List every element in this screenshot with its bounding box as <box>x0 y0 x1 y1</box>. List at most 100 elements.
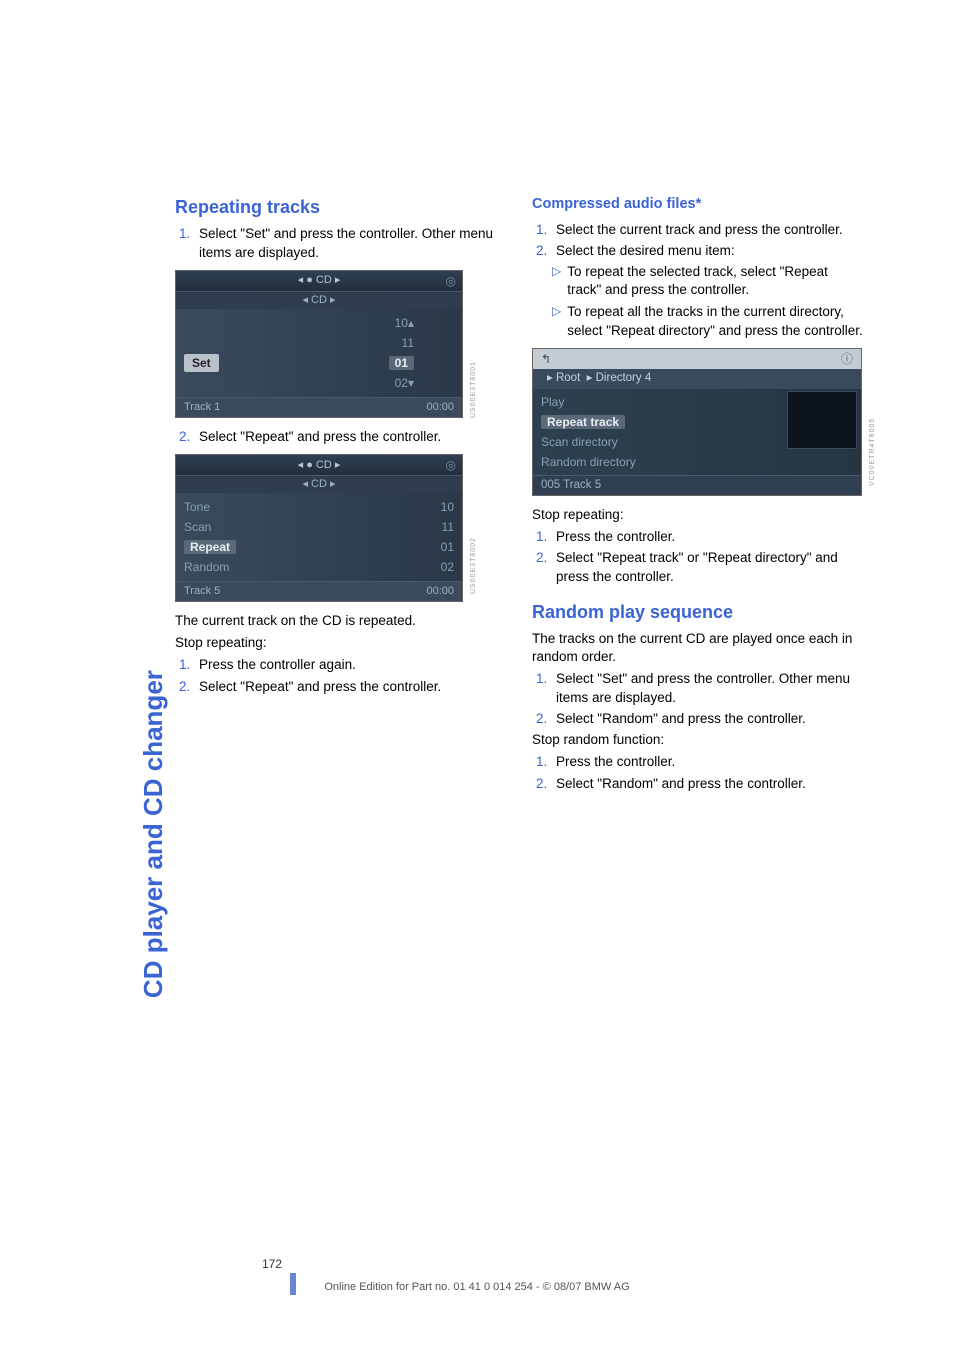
ss2-row-selected: Repeat 01 <box>184 537 454 557</box>
ss2-label: Random <box>184 560 229 574</box>
step-number: 1. <box>179 656 199 674</box>
step-text: Select the desired menu item: <box>556 242 865 260</box>
ss2-row: Tone 10 <box>184 497 454 517</box>
comp-step-2: 2. Select the desired menu item: <box>532 242 865 260</box>
screenshot-repeat-menu: ◂ ● CD ▸◎ ◂ CD ▸ Tone10 Scan11 Repeat01 … <box>175 454 463 602</box>
step-number: 1. <box>536 528 556 546</box>
ss1-foot-left: Track 1 <box>184 400 220 415</box>
stop-step-1: 1. Press the controller again. <box>175 656 508 674</box>
step-text: Press the controller. <box>556 753 865 771</box>
ss3-row: Random directory <box>541 452 861 472</box>
side-tab-label: CD player and CD changer <box>136 670 171 998</box>
step-number: 2. <box>536 775 556 793</box>
step-number: 1. <box>536 221 556 239</box>
para-current-repeat: The current track on the CD is repeated. <box>175 612 508 630</box>
ss2-row: Random 02 <box>184 557 454 577</box>
page-number: 172 <box>262 1256 282 1272</box>
step-text: Select "Random" and press the controller… <box>556 710 865 728</box>
ss1-set-button: Set <box>184 354 219 372</box>
ss1-top: ◂ ● CD ▸ <box>298 273 341 288</box>
ss3-label: Scan directory <box>541 435 618 449</box>
para-stop-random: Stop random function: <box>532 731 865 749</box>
step-text: Press the controller again. <box>199 656 508 674</box>
ss2-top: ◂ ● CD ▸ <box>298 458 341 473</box>
right-column: Compressed audio files* 1. Select the cu… <box>532 195 865 796</box>
ss2-label: Scan <box>184 520 211 534</box>
page-content: Repeating tracks 1. Select "Set" and pre… <box>175 195 865 796</box>
step-text: Select "Repeat" and press the controller… <box>199 428 508 446</box>
heading-random-play: Random play sequence <box>532 600 865 624</box>
ss2-val: 10 <box>441 497 454 517</box>
ss1-sidelabel: US00E3T8001 <box>469 361 478 418</box>
heading-compressed-audio: Compressed audio files* <box>532 195 865 215</box>
ss2-foot-right: 00:00 <box>426 584 454 599</box>
step-number: 2. <box>536 549 556 585</box>
crumb-dir: ▸ Directory 4 <box>587 371 652 387</box>
screenshot-compressed-menu: ↰ ⓘ ▸ Root ▸ Directory 4 Play Repeat tra… <box>532 348 862 496</box>
crumb-root: ▸ Root <box>547 371 580 387</box>
nav-ring-icon: ◎ <box>446 273 456 289</box>
step-number: 1. <box>536 670 556 706</box>
triangle-bullet-icon: ▷ <box>552 263 561 299</box>
ss3-thumbnail <box>787 391 857 449</box>
stop-random-step-1: 1. Press the controller. <box>532 753 865 771</box>
step-text: Select the current track and press the c… <box>556 221 865 239</box>
step-number: 2. <box>179 428 199 446</box>
ss1-r3: 01 <box>389 356 414 370</box>
ss2-val: 02 <box>441 557 454 577</box>
side-tab: CD player and CD changer <box>100 200 136 670</box>
ss3-label: Repeat track <box>541 415 625 429</box>
step-text: Press the controller. <box>556 528 865 546</box>
ss1-r1: 10▴ <box>354 313 414 333</box>
step-text: Select "Repeat track" or "Repeat directo… <box>556 549 865 585</box>
footer-line: Online Edition for Part no. 01 41 0 014 … <box>0 1280 954 1295</box>
back-icon: ↰ <box>541 351 551 367</box>
step-text: Select "Repeat" and press the controller… <box>199 678 508 696</box>
step-number: 2. <box>536 242 556 260</box>
step-text: Select "Random" and press the controller… <box>556 775 865 793</box>
ss2-foot-left: Track 5 <box>184 584 220 599</box>
stop-step-2: 2. Select "Repeat" and press the control… <box>175 678 508 696</box>
ss3-foot: 005 Track 5 <box>533 475 861 495</box>
stop-random-step-2: 2. Select "Random" and press the control… <box>532 775 865 793</box>
nav-ring-icon: ◎ <box>446 457 456 473</box>
random-step-2: 2. Select "Random" and press the control… <box>532 710 865 728</box>
bullet-repeat-track: ▷ To repeat the selected track, select "… <box>532 263 865 299</box>
stop-step-1r: 1. Press the controller. <box>532 528 865 546</box>
step-number: 2. <box>179 678 199 696</box>
left-column: Repeating tracks 1. Select "Set" and pre… <box>175 195 508 796</box>
info-icon: ⓘ <box>841 351 853 367</box>
ss1-sub: ◂ CD ▸ <box>176 291 462 309</box>
bullet-text: To repeat the selected track, select "Re… <box>567 263 865 299</box>
ss1-r2: 11 <box>354 333 414 353</box>
step-1: 1. Select "Set" and press the controller… <box>175 225 508 261</box>
ss2-val: 01 <box>441 537 454 557</box>
triangle-bullet-icon: ▷ <box>552 303 561 339</box>
ss3-label: Play <box>541 395 564 409</box>
ss2-val: 11 <box>442 517 454 537</box>
ss2-label: Tone <box>184 500 210 514</box>
ss2-label: Repeat <box>184 540 236 554</box>
ss2-row: Scan 11 <box>184 517 454 537</box>
step-text: Select "Set" and press the controller. O… <box>556 670 865 706</box>
step-text: Select "Set" and press the controller. O… <box>199 225 508 261</box>
screenshot-set-menu: ◂ ● CD ▸ ◎ ◂ CD ▸ Set 10▴ 11 01 02▾ <box>175 270 463 418</box>
comp-step-1: 1. Select the current track and press th… <box>532 221 865 239</box>
ss3-label: Random directory <box>541 455 636 469</box>
heading-repeating-tracks: Repeating tracks <box>175 195 508 219</box>
step-number: 2. <box>536 710 556 728</box>
para-stop-repeating: Stop repeating: <box>532 506 865 524</box>
bullet-text: To repeat all the tracks in the current … <box>567 303 865 339</box>
para-random-intro: The tracks on the current CD are played … <box>532 630 865 666</box>
stop-step-2r: 2. Select "Repeat track" or "Repeat dire… <box>532 549 865 585</box>
step-number: 1. <box>179 225 199 261</box>
step-2: 2. Select "Repeat" and press the control… <box>175 428 508 446</box>
bullet-repeat-directory: ▷ To repeat all the tracks in the curren… <box>532 303 865 339</box>
ss2-sub: ◂ CD ▸ <box>176 475 462 493</box>
ss3-sidelabel: VC00ETR4T8005 <box>868 418 877 486</box>
ss1-foot-right: 00:00 <box>426 400 454 415</box>
ss1-r4: 02▾ <box>354 373 414 393</box>
step-number: 1. <box>536 753 556 771</box>
random-step-1: 1. Select "Set" and press the controller… <box>532 670 865 706</box>
para-stop-repeat: Stop repeating: <box>175 634 508 652</box>
